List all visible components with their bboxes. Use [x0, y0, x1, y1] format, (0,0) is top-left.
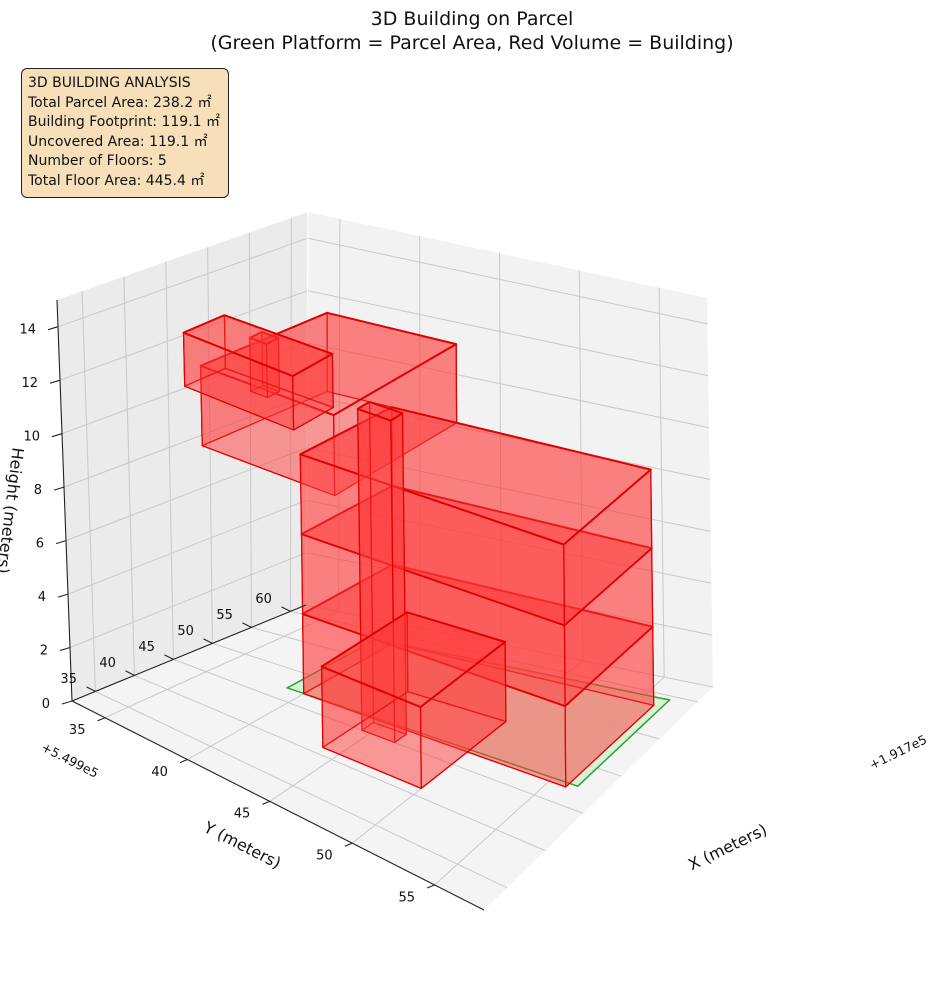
z-tick	[48, 327, 58, 330]
x-tick	[262, 801, 269, 804]
z-tick	[50, 380, 60, 383]
z-tick	[54, 487, 64, 490]
z-axis-label: Height (meters)	[0, 447, 28, 575]
z-tick-label: 8	[34, 483, 42, 498]
y-axis-label: Y (meters)	[200, 817, 284, 872]
info-line: Total Parcel Area: 238.2 ㎡	[28, 94, 222, 114]
info-line: Building Footprint: 119.1 ㎡	[28, 113, 222, 133]
info-line: Uncovered Area: 119.1 ㎡	[28, 133, 222, 153]
info-heading: 3D BUILDING ANALYSIS	[28, 74, 222, 94]
z-tick	[56, 541, 66, 544]
x-tick-label: 55	[399, 890, 416, 905]
y-tick-label: 60	[255, 592, 272, 607]
z-tick-label: 4	[38, 590, 46, 605]
z-tick-label: 10	[23, 430, 40, 445]
y-tick-label: 50	[177, 624, 194, 639]
z-tick	[60, 648, 70, 651]
y-offset-label: +5.499e5	[39, 739, 101, 780]
x-offset-label: +1.917e5	[867, 732, 929, 773]
y-tick-label: 45	[138, 640, 155, 655]
x-tick	[427, 885, 434, 888]
x-tick-label: 50	[316, 849, 333, 864]
x-tick	[98, 718, 105, 721]
y-tick-label: 40	[99, 656, 116, 671]
chart-title: 3D Building on Parcel	[371, 8, 574, 30]
x-tick-label: 45	[234, 807, 251, 822]
z-tick-label: 2	[40, 644, 48, 659]
analysis-info-box: 3D BUILDING ANALYSIS Total Parcel Area: …	[21, 68, 229, 198]
z-tick-label: 0	[42, 697, 50, 712]
x-tick-label: 35	[69, 723, 86, 738]
x-tick	[180, 760, 187, 763]
z-tick	[62, 701, 72, 704]
z-tick-label: 6	[36, 537, 44, 552]
z-tick	[52, 434, 62, 437]
y-tick-label: 55	[216, 608, 233, 623]
chart-subtitle: (Green Platform = Parcel Area, Red Volum…	[210, 32, 733, 54]
z-tick-label: 14	[19, 323, 36, 338]
z-tick-label: 12	[21, 376, 38, 391]
info-line: Total Floor Area: 445.4 ㎡	[28, 172, 222, 192]
y-tick-label: 35	[60, 672, 77, 687]
x-axis-label: X (meters)	[685, 820, 770, 874]
x-tick	[345, 843, 352, 846]
info-line: Number of Floors: 5	[28, 152, 222, 172]
z-tick	[58, 594, 68, 597]
x-tick-label: 40	[151, 765, 168, 780]
